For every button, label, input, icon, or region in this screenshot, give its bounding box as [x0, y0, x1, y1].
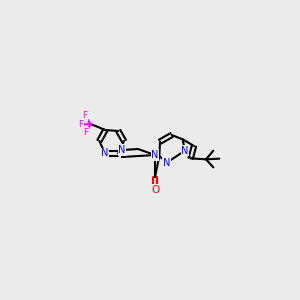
Text: N: N [163, 158, 170, 168]
Text: F: F [82, 112, 88, 121]
Text: O: O [151, 185, 159, 195]
Text: N: N [101, 148, 109, 158]
Text: F: F [78, 120, 83, 129]
Text: N: N [118, 145, 126, 155]
Text: N: N [181, 146, 189, 156]
Text: N: N [151, 150, 159, 160]
Text: F: F [83, 128, 88, 137]
